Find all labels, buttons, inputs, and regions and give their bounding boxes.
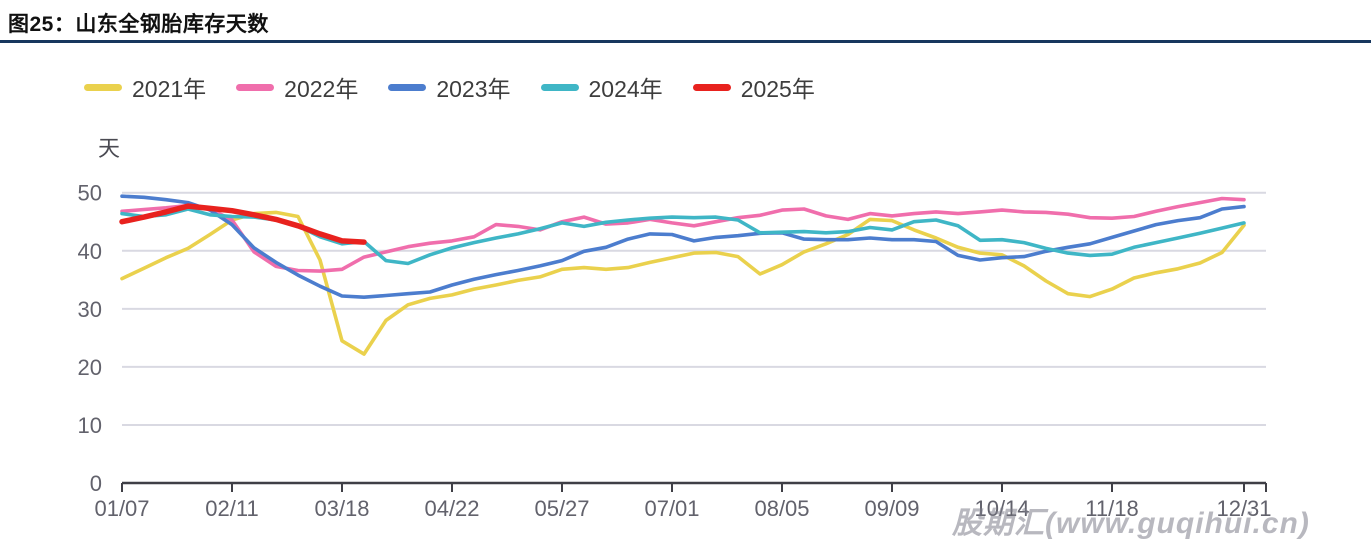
- legend-label: 2021年: [132, 76, 207, 102]
- x-tick-label-05/27: 05/27: [534, 496, 589, 521]
- x-tick-label-07/01: 07/01: [644, 496, 699, 521]
- legend-swatch-icon: [84, 83, 122, 91]
- legend-item-2022年[interactable]: 2022年: [236, 70, 358, 104]
- legend-item-2023年[interactable]: 2023年: [388, 70, 511, 104]
- chart-legend: 2021年 2022年 2023年 2024年 2025年: [84, 70, 815, 104]
- legend-swatch-icon: [692, 83, 731, 91]
- figure-title: 图25：山东全钢胎库存天数: [8, 13, 269, 36]
- x-tick-label-02/11: 02/11: [205, 496, 258, 521]
- legend-item-2024年[interactable]: 2024年: [540, 70, 663, 104]
- y-tick-label-0: 0: [90, 471, 102, 496]
- legend-label: 2024年: [588, 76, 663, 102]
- x-tick-label-10/14: 10/14: [974, 496, 1029, 521]
- y-tick-label-50: 50: [78, 181, 102, 206]
- y-tick-label-30: 30: [78, 297, 102, 322]
- y-tick-label-40: 40: [78, 239, 102, 264]
- series-line-2021年: [120, 210, 1246, 356]
- series-line-2025年: [119, 203, 367, 245]
- series-line-2022年: [120, 196, 1246, 273]
- legend-label: 2023年: [436, 76, 511, 102]
- legend-swatch-icon: [388, 83, 427, 91]
- y-tick-label-10: 10: [78, 413, 102, 438]
- legend-item-2021年[interactable]: 2021年: [84, 70, 206, 104]
- series-line-2023年: [120, 194, 1246, 300]
- x-tick-label-04/22: 04/22: [424, 496, 479, 521]
- legend-item-2025年[interactable]: 2025年: [692, 70, 815, 104]
- x-tick-label-09/09: 09/09: [864, 496, 919, 521]
- title-divider: [0, 40, 1371, 43]
- legend-label: 2025年: [740, 76, 815, 102]
- x-tick-label-12/31: 12/31: [1216, 496, 1271, 521]
- legend-swatch-icon: [540, 83, 579, 91]
- legend-label: 2022年: [284, 76, 359, 102]
- y-tick-label-20: 20: [78, 355, 102, 380]
- y-axis-unit-label: 天: [98, 136, 121, 161]
- x-tick-label-11/18: 11/18: [1085, 496, 1138, 521]
- x-tick-label-08/05: 08/05: [754, 496, 809, 521]
- legend-swatch-icon: [236, 83, 275, 91]
- x-tick-label-03/18: 03/18: [314, 496, 369, 521]
- x-tick-label-01/07: 01/07: [94, 496, 149, 521]
